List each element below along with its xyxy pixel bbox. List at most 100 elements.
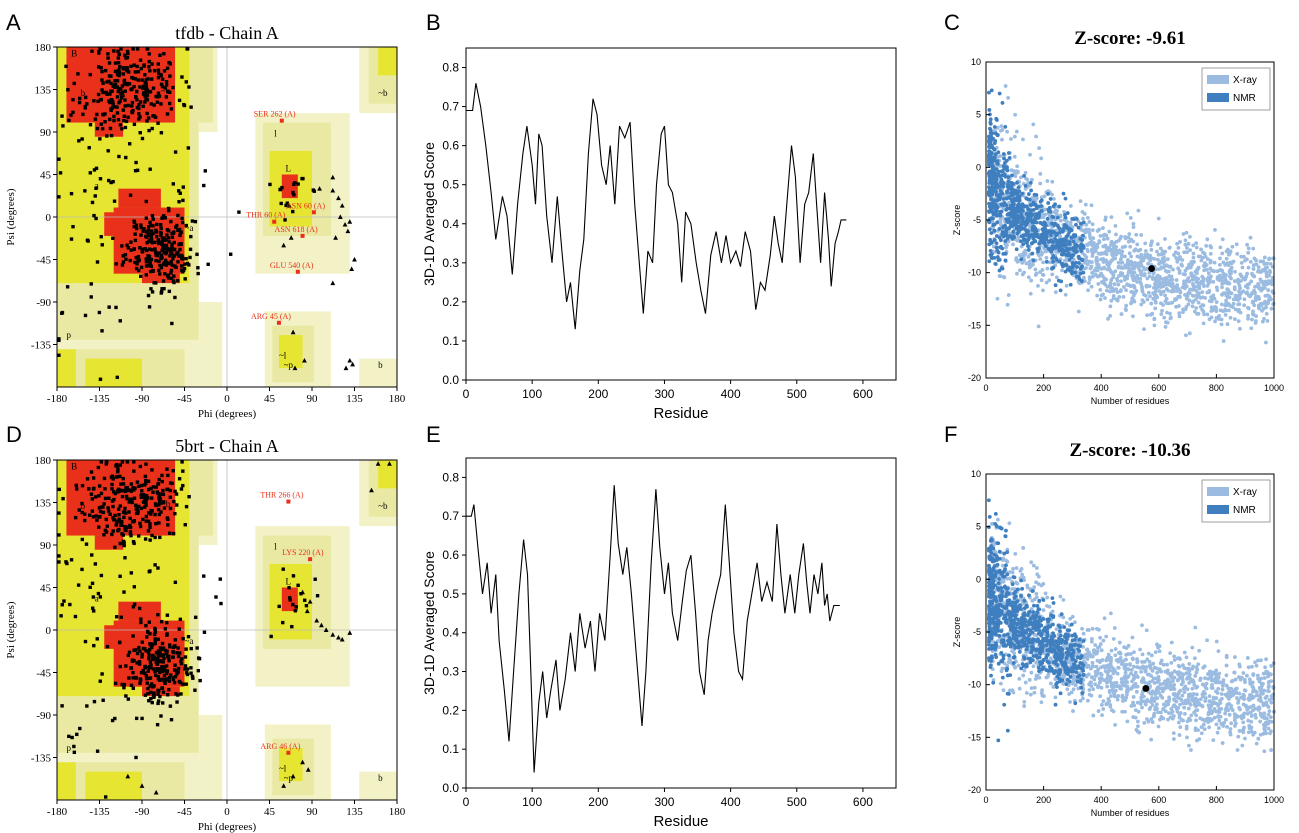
xray-point [1135,254,1140,259]
xray-point [1157,649,1162,654]
residue-point [127,650,132,655]
residue-point [87,487,91,491]
residue-point [166,208,171,213]
residue-point [156,240,161,244]
xray-point [1106,316,1110,321]
xray-point [1127,232,1132,236]
xray-point [1104,658,1109,663]
residue-point [104,90,108,95]
residue-point [140,489,144,493]
xray-point [1082,275,1086,280]
xray-point [1000,579,1005,584]
residue-point [126,697,131,701]
xray-point [1223,313,1228,317]
residue-point [161,262,166,267]
residue-point [95,749,100,753]
nmr-point [1078,271,1083,276]
residue-point [156,701,160,706]
residue-point [125,55,130,60]
residue-point [107,178,111,183]
xray-point [1019,253,1024,257]
nmr-point [1022,227,1027,231]
residue-point [184,223,188,228]
xray-point [1164,287,1169,291]
residue-point [110,89,114,93]
xray-point [1162,315,1167,320]
nmr-point [990,166,995,171]
residue-point [144,519,148,523]
xray-point [1034,196,1039,201]
xray-point [1146,256,1151,261]
xray-point [1190,304,1195,309]
xray-point [1224,663,1229,668]
xray-point [1253,712,1258,717]
residue-point [143,537,148,541]
residue-point [116,61,121,65]
residue-point [159,253,164,258]
y-tick-label: 0.1 [442,742,459,756]
residue-point [73,515,78,520]
residue-point [138,100,143,104]
residue-point [214,595,218,599]
xray-point [1136,724,1140,729]
xray-point [1263,266,1268,270]
xray-point [1123,670,1128,675]
residue-point [132,84,136,89]
residue-point [171,279,176,283]
residue-point [156,612,160,617]
residue-point [176,646,180,650]
outlier-label: THR 266 (A) [260,491,303,500]
xray-point [1058,594,1063,599]
xray-point [1060,268,1064,273]
xray-point [1178,295,1182,299]
residue-point [135,480,140,484]
residue-point [132,602,137,606]
xray-point [1149,737,1154,742]
residue-point [143,505,147,509]
nmr-point [1043,244,1048,249]
residue-point [81,112,85,117]
xray-point [1133,670,1138,675]
residue-point [84,542,89,546]
residue-point [179,661,184,666]
residue-point [115,105,119,109]
nmr-point [993,152,998,156]
nmr-point [1020,202,1025,207]
xray-point [1044,280,1049,285]
residue-point [85,102,89,106]
nmr-point [994,178,998,182]
residue-point [136,268,141,273]
xray-point [1169,661,1174,665]
xray-point [1115,298,1120,303]
xray-point [1034,134,1038,139]
xray-point [1118,236,1123,241]
residue-point [151,655,155,659]
residue-point [123,489,128,494]
xray-point [1221,339,1226,343]
nmr-point [1006,179,1011,184]
residue-point [103,496,108,501]
xray-point [1089,242,1094,247]
xray-point [1178,657,1182,662]
residue-point [132,219,136,223]
residue-point [152,248,157,252]
glycine-point [347,630,353,635]
xray-point [1103,296,1107,300]
residue-point [165,233,169,237]
xray-point [1223,717,1228,722]
region-label: ~a [185,636,194,646]
nmr-point [1019,212,1024,217]
xray-point [1245,282,1250,287]
glycine-point [387,461,392,466]
xray-point [1190,645,1195,650]
residue-point [131,486,135,490]
residue-point [168,506,173,511]
glycine-point [317,186,322,191]
residue-point [74,483,79,488]
xray-point [1175,709,1180,714]
nmr-point [1078,237,1083,241]
residue-point [67,118,71,123]
residue-point [160,473,164,478]
xray-point [1148,294,1152,299]
residue-point [139,274,143,278]
